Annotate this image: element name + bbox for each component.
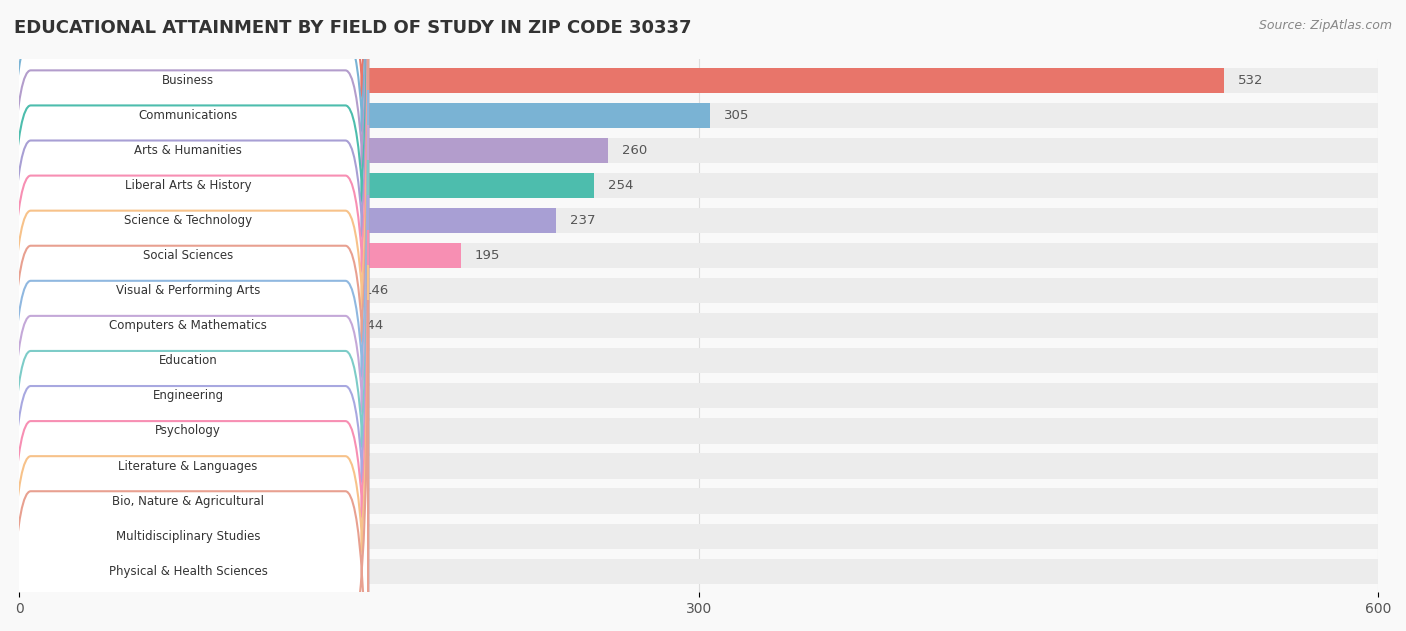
Bar bbox=[20, 138, 1378, 163]
Text: Engineering: Engineering bbox=[152, 389, 224, 403]
FancyBboxPatch shape bbox=[8, 195, 368, 631]
Bar bbox=[20, 348, 1378, 374]
Bar bbox=[20, 313, 346, 338]
Bar bbox=[20, 524, 56, 549]
Bar bbox=[20, 488, 105, 514]
Text: Bio, Nature & Agricultural: Bio, Nature & Agricultural bbox=[112, 495, 264, 507]
Text: Psychology: Psychology bbox=[155, 425, 221, 437]
Bar bbox=[20, 278, 350, 304]
Text: 72: 72 bbox=[195, 459, 212, 473]
Text: 6: 6 bbox=[46, 565, 55, 578]
Text: Visual & Performing Arts: Visual & Performing Arts bbox=[115, 284, 260, 297]
FancyBboxPatch shape bbox=[8, 125, 368, 631]
FancyBboxPatch shape bbox=[8, 0, 368, 351]
FancyBboxPatch shape bbox=[8, 160, 368, 631]
Bar bbox=[20, 103, 710, 128]
Bar bbox=[20, 454, 1378, 479]
FancyBboxPatch shape bbox=[8, 300, 368, 631]
Bar bbox=[20, 558, 1378, 584]
Text: Computers & Mathematics: Computers & Mathematics bbox=[110, 319, 267, 333]
Bar bbox=[20, 488, 1378, 514]
Bar bbox=[20, 454, 183, 479]
Text: 110: 110 bbox=[283, 389, 308, 403]
FancyBboxPatch shape bbox=[8, 0, 368, 386]
FancyBboxPatch shape bbox=[8, 230, 368, 631]
Text: 98: 98 bbox=[254, 425, 271, 437]
Bar bbox=[20, 418, 242, 444]
Text: 146: 146 bbox=[364, 284, 389, 297]
Text: Liberal Arts & History: Liberal Arts & History bbox=[125, 179, 252, 192]
Text: 254: 254 bbox=[607, 179, 634, 192]
Text: Source: ZipAtlas.com: Source: ZipAtlas.com bbox=[1258, 19, 1392, 32]
Text: Communications: Communications bbox=[138, 109, 238, 122]
Text: Multidisciplinary Studies: Multidisciplinary Studies bbox=[115, 529, 260, 543]
Text: 144: 144 bbox=[359, 319, 384, 333]
Bar bbox=[20, 68, 1223, 93]
Text: 237: 237 bbox=[569, 214, 595, 227]
Text: 305: 305 bbox=[724, 109, 749, 122]
Bar bbox=[20, 208, 1378, 233]
Bar bbox=[20, 524, 1378, 549]
Bar bbox=[20, 103, 1378, 128]
Text: Education: Education bbox=[159, 354, 218, 367]
Bar bbox=[20, 278, 1378, 304]
Bar bbox=[20, 138, 607, 163]
FancyBboxPatch shape bbox=[8, 55, 368, 596]
Text: Literature & Languages: Literature & Languages bbox=[118, 459, 257, 473]
Text: 195: 195 bbox=[474, 249, 499, 262]
Bar bbox=[20, 348, 328, 374]
Bar bbox=[20, 68, 1378, 93]
Bar bbox=[20, 558, 32, 584]
Text: 260: 260 bbox=[621, 144, 647, 157]
FancyBboxPatch shape bbox=[8, 0, 368, 492]
Text: 136: 136 bbox=[340, 354, 366, 367]
Text: 38: 38 bbox=[120, 495, 136, 507]
Text: 532: 532 bbox=[1237, 74, 1263, 86]
Bar bbox=[20, 243, 1378, 268]
FancyBboxPatch shape bbox=[8, 266, 368, 631]
Bar bbox=[20, 173, 1378, 198]
FancyBboxPatch shape bbox=[8, 0, 368, 526]
Bar bbox=[20, 243, 461, 268]
Bar bbox=[20, 418, 1378, 444]
Bar bbox=[20, 173, 595, 198]
Bar bbox=[20, 208, 555, 233]
Text: Arts & Humanities: Arts & Humanities bbox=[134, 144, 242, 157]
Text: Physical & Health Sciences: Physical & Health Sciences bbox=[108, 565, 267, 578]
FancyBboxPatch shape bbox=[8, 20, 368, 562]
Text: 16: 16 bbox=[69, 529, 86, 543]
Bar bbox=[20, 383, 269, 408]
Text: Science & Technology: Science & Technology bbox=[124, 214, 252, 227]
Text: EDUCATIONAL ATTAINMENT BY FIELD OF STUDY IN ZIP CODE 30337: EDUCATIONAL ATTAINMENT BY FIELD OF STUDY… bbox=[14, 19, 692, 37]
Text: Social Sciences: Social Sciences bbox=[143, 249, 233, 262]
FancyBboxPatch shape bbox=[8, 0, 368, 421]
FancyBboxPatch shape bbox=[8, 0, 368, 456]
Bar bbox=[20, 313, 1378, 338]
Bar bbox=[20, 383, 1378, 408]
FancyBboxPatch shape bbox=[8, 90, 368, 631]
Text: Business: Business bbox=[162, 74, 214, 86]
